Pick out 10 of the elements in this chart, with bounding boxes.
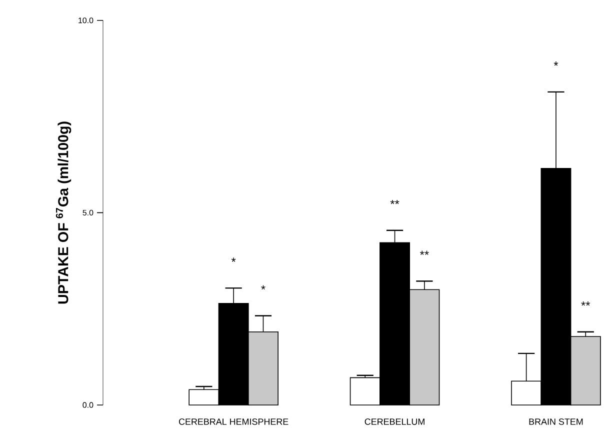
annotation: ** (581, 301, 590, 306)
x-tick-label: CEREBRAL HEMISPHERE (178, 418, 288, 425)
annotation: ** (420, 250, 429, 255)
annotation: ** (390, 200, 400, 204)
annotation: * (261, 285, 266, 290)
annotation: * (554, 62, 558, 66)
x-tick-label: CEREBELLUM (364, 418, 424, 425)
x-tick-label: BRAIN STEM (529, 418, 583, 425)
y-axis-title: UPTAKE OF $^{67}$Ga (ml/100g) (56, 122, 72, 304)
annotation: * (231, 258, 236, 262)
